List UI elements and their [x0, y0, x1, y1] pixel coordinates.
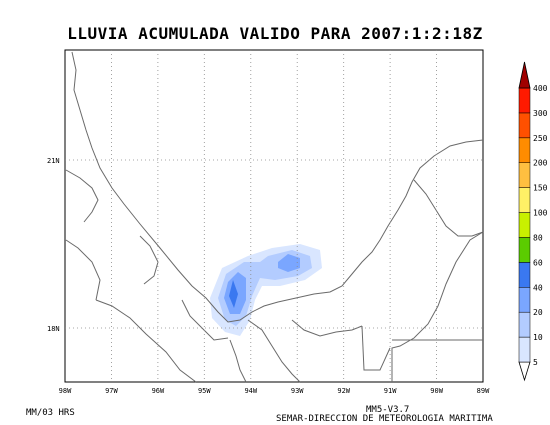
colorbar-band-60	[518, 237, 531, 263]
rain-cell-core	[229, 280, 238, 308]
colorbar-label-80: 80	[533, 233, 543, 242]
footer-interval: MM/03 HRS	[26, 408, 75, 418]
colorbar-band-5	[518, 336, 531, 363]
colorbar-label-200: 200	[533, 159, 548, 168]
rain-cell-inner	[224, 254, 300, 314]
map-grid	[65, 50, 483, 382]
coastline	[65, 51, 484, 383]
colorbar-upper-arrow	[518, 61, 531, 89]
footer-agency: SEMAR-DIRECCION DE METEOROLOGIA MARITIMA	[276, 414, 493, 424]
colorbar-lower-arrow	[518, 361, 531, 382]
lat-label-18n: 18N	[47, 325, 60, 333]
lat-label-21n: 21N	[47, 157, 60, 165]
footer-model: MM5-V3.7	[366, 405, 410, 415]
colorbar-band-150	[518, 162, 531, 188]
lon-label-95w: 95W	[198, 387, 211, 395]
colorbar-label-60: 60	[533, 258, 543, 267]
lon-label-89w: 89W	[477, 387, 490, 395]
colorbar-label-400: 400	[533, 84, 548, 93]
colorbar-band-80	[518, 212, 531, 238]
colorbar-band-300	[518, 87, 531, 114]
colorbar-label-300: 300	[533, 109, 548, 118]
lon-label-98w: 98W	[59, 387, 72, 395]
colorbar-band-40	[518, 262, 531, 288]
colorbar-label-10: 10	[533, 333, 543, 342]
colorbar-label-40: 40	[533, 283, 543, 292]
colorbar-label-250: 250	[533, 134, 548, 143]
colorbar-band-200	[518, 137, 531, 163]
lon-label-93w: 93W	[291, 387, 304, 395]
colorbar-band-10	[518, 311, 531, 338]
colorbar-label-100: 100	[533, 209, 548, 218]
colorbar-band-100	[518, 187, 531, 213]
map-title: LLUVIA ACUMULADA VALIDO PARA 2007:1:2:18…	[67, 24, 483, 43]
lon-label-92w: 92W	[337, 387, 350, 395]
lon-label-90w: 90W	[430, 387, 443, 395]
lon-label-91w: 91W	[384, 387, 397, 395]
colorbar-band-250	[518, 112, 531, 139]
rain-field	[210, 244, 322, 336]
lon-label-97w: 97W	[105, 387, 118, 395]
lon-label-96w: 96W	[152, 387, 165, 395]
colorbar: 5 10 20 40 60 80 100 150 200 250 300 400	[518, 61, 548, 382]
colorbar-label-150: 150	[533, 184, 548, 193]
lon-labels: 98W 97W 96W 95W 94W 93W 92W 91W 90W 89W	[59, 387, 490, 395]
map-frame	[64, 49, 484, 383]
lon-label-94w: 94W	[244, 387, 257, 395]
colorbar-label-5: 5	[533, 358, 538, 367]
colorbar-band-20	[518, 287, 531, 313]
colorbar-label-20: 20	[533, 308, 543, 317]
